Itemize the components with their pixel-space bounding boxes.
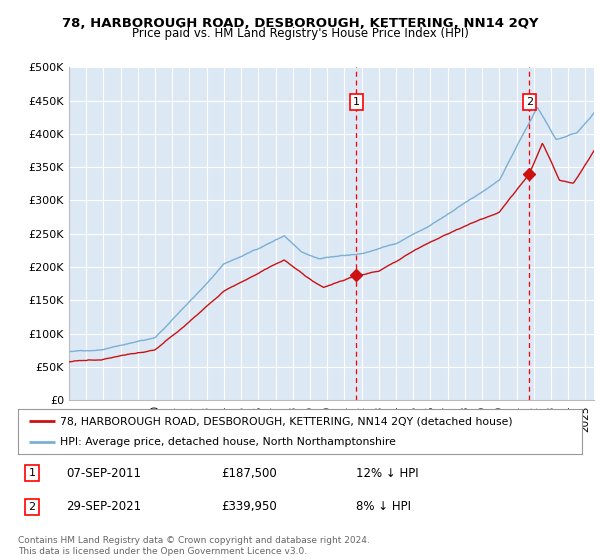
- Text: 78, HARBOROUGH ROAD, DESBOROUGH, KETTERING, NN14 2QY (detached house): 78, HARBOROUGH ROAD, DESBOROUGH, KETTERI…: [60, 416, 513, 426]
- Text: Contains HM Land Registry data © Crown copyright and database right 2024.
This d: Contains HM Land Registry data © Crown c…: [18, 536, 370, 556]
- Text: £339,950: £339,950: [221, 500, 277, 514]
- Text: 29-SEP-2021: 29-SEP-2021: [66, 500, 141, 514]
- Text: HPI: Average price, detached house, North Northamptonshire: HPI: Average price, detached house, Nort…: [60, 437, 396, 447]
- Text: 12% ↓ HPI: 12% ↓ HPI: [356, 466, 419, 480]
- Text: 2: 2: [526, 97, 533, 107]
- Text: 8% ↓ HPI: 8% ↓ HPI: [356, 500, 412, 514]
- Text: 07-SEP-2011: 07-SEP-2011: [66, 466, 141, 480]
- Text: 78, HARBOROUGH ROAD, DESBOROUGH, KETTERING, NN14 2QY: 78, HARBOROUGH ROAD, DESBOROUGH, KETTERI…: [62, 17, 538, 30]
- Text: 1: 1: [29, 468, 35, 478]
- Text: £187,500: £187,500: [221, 466, 277, 480]
- Text: Price paid vs. HM Land Registry's House Price Index (HPI): Price paid vs. HM Land Registry's House …: [131, 27, 469, 40]
- Text: 1: 1: [353, 97, 360, 107]
- Text: 2: 2: [29, 502, 35, 512]
